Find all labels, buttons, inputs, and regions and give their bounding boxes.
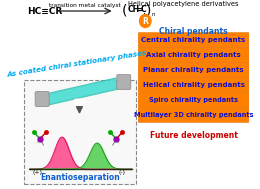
Text: CH: CH <box>128 5 140 15</box>
FancyBboxPatch shape <box>138 47 249 63</box>
FancyBboxPatch shape <box>117 74 131 90</box>
Text: Helical polyacetylene derivatives: Helical polyacetylene derivatives <box>128 1 238 7</box>
FancyBboxPatch shape <box>138 63 249 77</box>
Text: Axial chirality pendants: Axial chirality pendants <box>146 52 241 58</box>
Text: Helical chirality pendants: Helical chirality pendants <box>142 82 245 88</box>
FancyBboxPatch shape <box>24 80 136 184</box>
FancyBboxPatch shape <box>138 92 249 108</box>
Text: R: R <box>142 16 148 26</box>
Text: n: n <box>151 12 155 16</box>
Text: Enantioseparation: Enantioseparation <box>40 173 120 182</box>
Text: C: C <box>141 5 147 15</box>
Text: transition metal catalyst: transition metal catalyst <box>49 2 121 8</box>
Text: Future development: Future development <box>150 131 237 140</box>
FancyBboxPatch shape <box>35 91 49 106</box>
Text: Spiro chirality pendants: Spiro chirality pendants <box>149 97 238 103</box>
Text: Chiral pendants: Chiral pendants <box>159 28 228 36</box>
FancyBboxPatch shape <box>138 77 249 92</box>
Text: HC≡CR: HC≡CR <box>27 6 62 15</box>
Text: Planar chirality pendants: Planar chirality pendants <box>143 67 244 73</box>
Text: Multilayer 3D chirality pendants: Multilayer 3D chirality pendants <box>134 112 253 118</box>
Text: ): ) <box>146 4 152 18</box>
Text: (: ( <box>122 4 127 18</box>
Text: Central chirality pendants: Central chirality pendants <box>141 37 246 43</box>
Text: =: = <box>136 5 143 15</box>
FancyBboxPatch shape <box>138 33 249 47</box>
Text: As coated chiral stationary phases: As coated chiral stationary phases <box>6 50 147 78</box>
FancyBboxPatch shape <box>138 108 249 122</box>
Circle shape <box>140 15 151 28</box>
Text: (+): (+) <box>33 170 43 175</box>
Text: (-): (-) <box>119 170 126 175</box>
